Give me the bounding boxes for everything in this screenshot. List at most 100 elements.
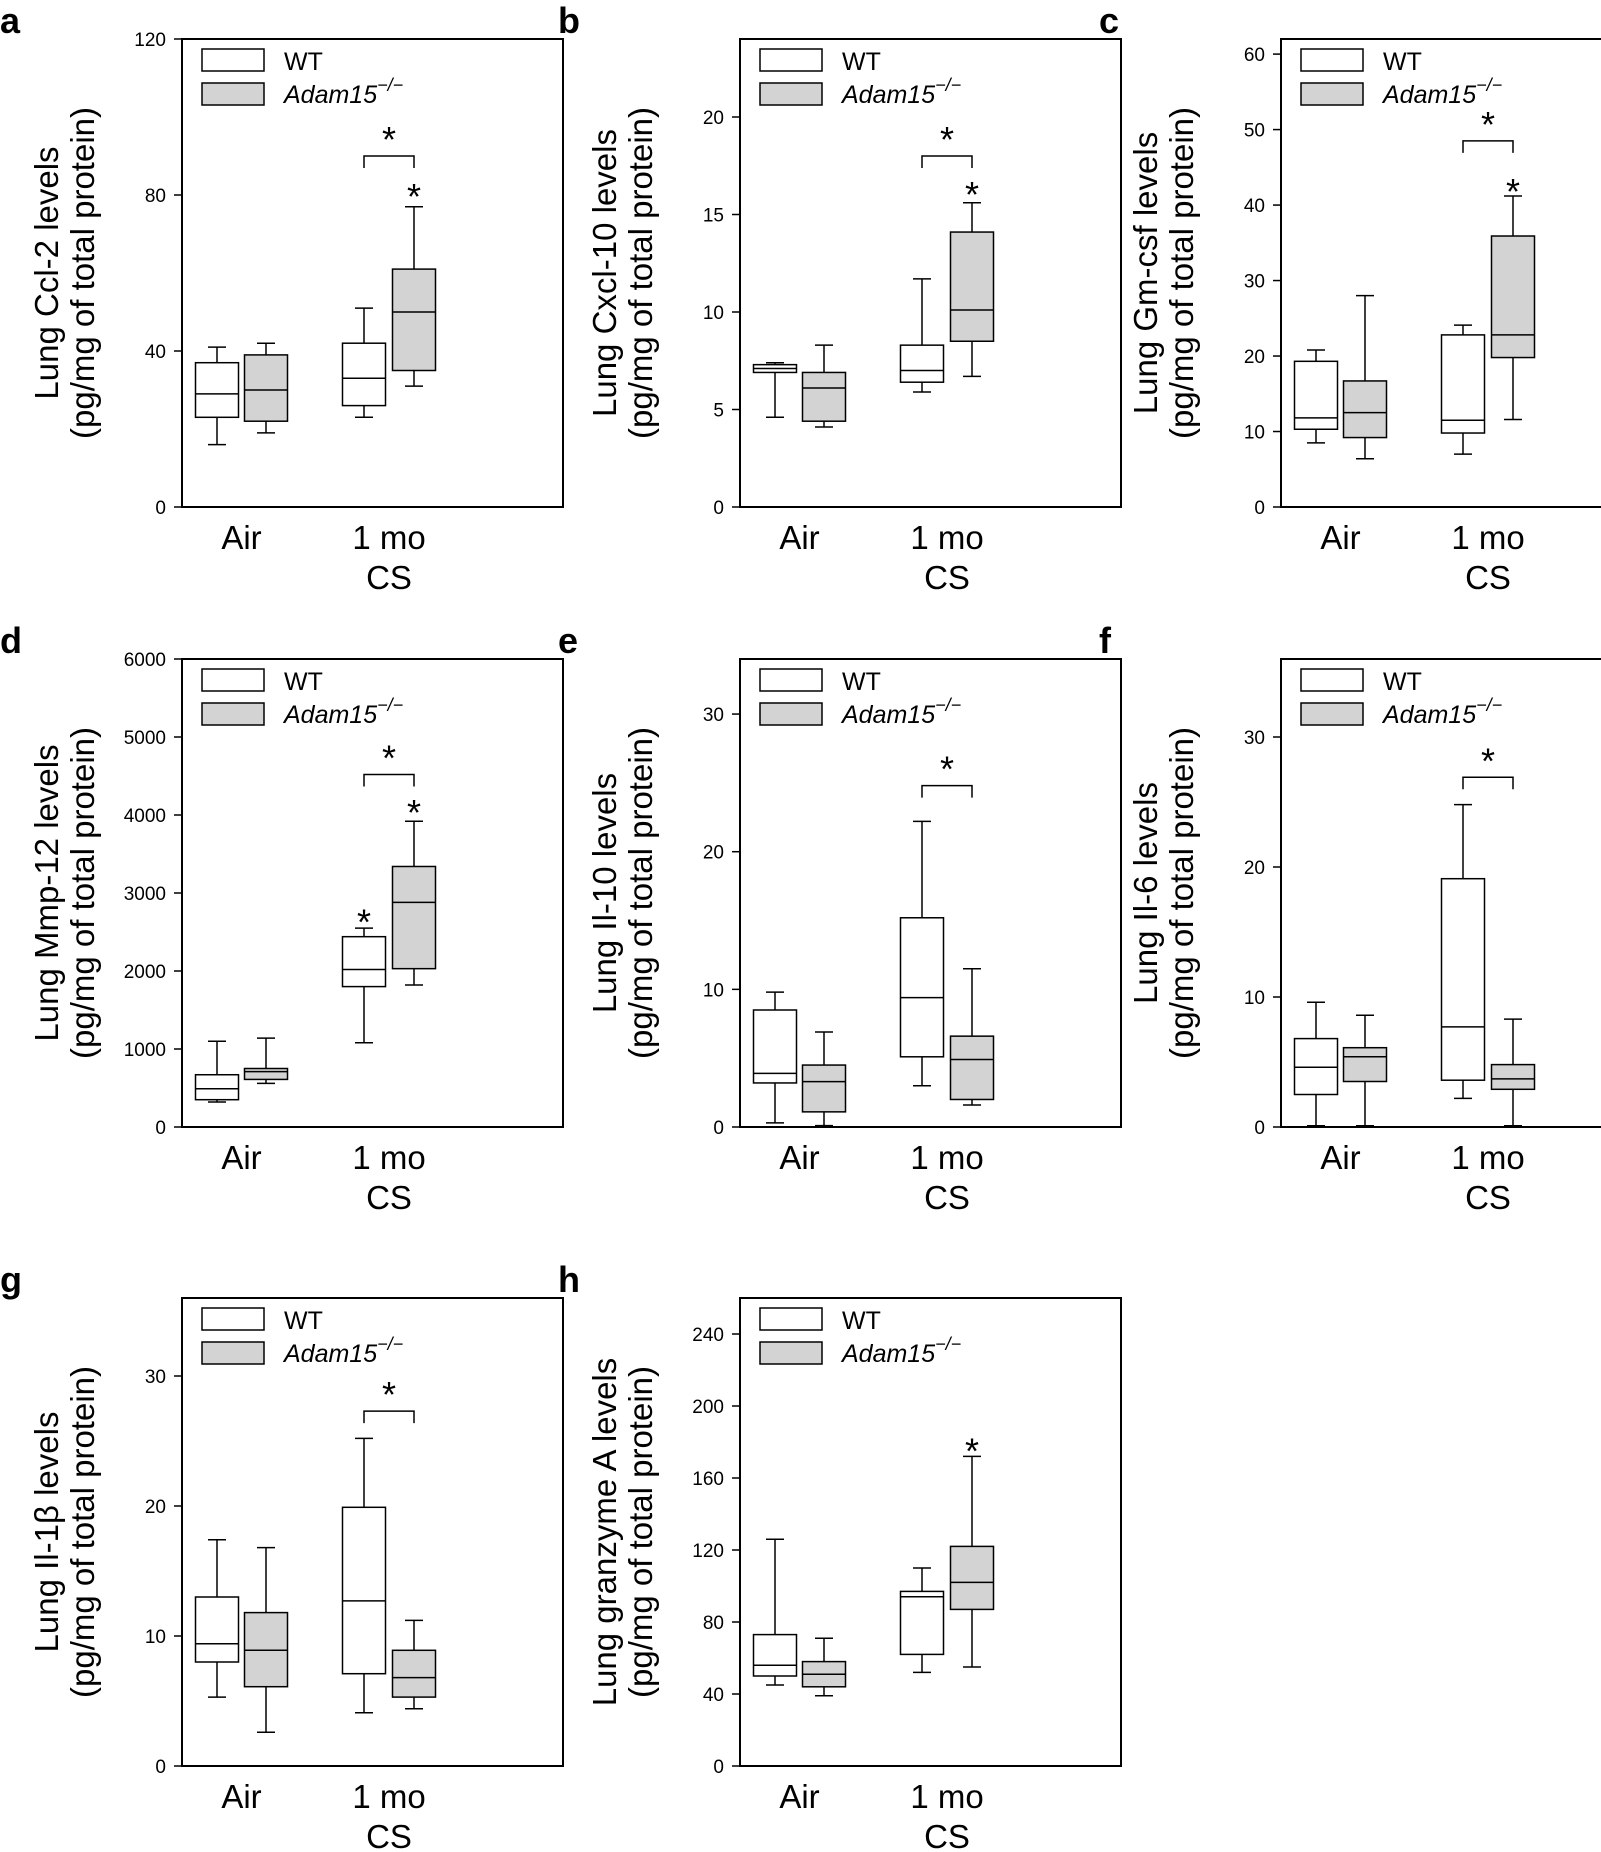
legend-label-wt: WT (842, 668, 881, 696)
y-tick-label: 0 (713, 1118, 724, 1139)
significance-bracket (363, 155, 415, 168)
plot-frame (739, 658, 1122, 1128)
y-tick-label: 10 (703, 303, 724, 324)
x-category-label: 1 mo (910, 1778, 983, 1815)
box-ko-cs (949, 202, 995, 378)
significance-star: * (1481, 104, 1495, 145)
box-iqr (1293, 360, 1339, 431)
significance-star: * (407, 792, 421, 833)
y-tick-label: 40 (1244, 196, 1265, 217)
significance-star: * (382, 119, 396, 160)
y-tick-label: 30 (145, 1367, 166, 1388)
x-category-label: CS (924, 559, 970, 596)
y-tick-label: 20 (145, 1497, 166, 1518)
y-tick-label: 10 (145, 1627, 166, 1648)
box-iqr (243, 354, 289, 422)
panel-letter: c (1099, 0, 1119, 41)
box-wt-cs (1440, 803, 1486, 1100)
y-tick-label: 80 (145, 186, 166, 207)
panel-letter: h (558, 1259, 580, 1300)
legend-label-ko-superscript: −/− (1476, 75, 1502, 95)
box-ko-air (801, 344, 847, 428)
box-iqr (1490, 1063, 1536, 1091)
box-iqr (752, 1633, 798, 1677)
y-tick-label: 0 (1254, 1118, 1265, 1139)
y-tick-label: 5 (713, 401, 724, 422)
box-wt-cs (341, 927, 387, 1044)
y-axis-label-unit: (pg/mg of total protein) (622, 107, 659, 439)
legend-swatch-ko (201, 82, 265, 106)
plot-frame (1280, 658, 1601, 1128)
y-tick-label: 40 (145, 342, 166, 363)
legend-label-ko-superscript: −/− (935, 695, 961, 715)
box-ko-air (1342, 1014, 1388, 1127)
legend-label-ko-base: Adam15 (1381, 81, 1476, 109)
panel-letter: g (0, 1259, 22, 1300)
significance-star: * (940, 119, 954, 160)
y-axis-label: Lung Il-10 levels (586, 773, 623, 1013)
y-axis-label: Lung Il-6 levels (1127, 782, 1164, 1004)
x-category-label: 1 mo (1451, 519, 1524, 556)
box-wt-air (752, 1538, 798, 1686)
box-wt-cs (899, 820, 945, 1087)
legend-label-ko-superscript: −/− (377, 1334, 403, 1354)
legend-swatch-ko (1300, 82, 1364, 106)
box-ko-air (243, 1037, 289, 1085)
y-axis-label: Lung Gm-csf levels (1127, 132, 1164, 414)
y-tick-label: 40 (703, 1685, 724, 1706)
legend-label-ko: Adam15−/− (1381, 75, 1502, 109)
legend-swatch-wt (201, 668, 265, 692)
box-iqr (341, 1506, 387, 1675)
y-tick-label: 6000 (124, 650, 166, 671)
box-iqr (1342, 380, 1388, 439)
significance-bracket (921, 155, 973, 168)
y-tick-label: 1000 (124, 1040, 166, 1061)
box-iqr (949, 1545, 995, 1611)
box-iqr (243, 1067, 289, 1081)
y-axis-label-unit: (pg/mg of total protein) (1163, 107, 1200, 439)
box-wt-air (194, 346, 240, 446)
y-tick-label: 15 (703, 206, 724, 227)
x-category-label: 1 mo (1451, 1139, 1524, 1176)
significance-bracket (363, 1410, 415, 1424)
legend-swatch-ko (759, 702, 823, 726)
legend-swatch-wt (201, 1307, 265, 1331)
significance-star: * (357, 901, 371, 942)
legend-label-ko: Adam15−/− (282, 75, 403, 109)
panel-d: d 0 1000 2000 3000 4000 5000 6000 Lung Mmp-12 le… (0, 620, 564, 1216)
y-tick-label: 20 (703, 843, 724, 864)
y-tick-label: 30 (1244, 728, 1265, 749)
y-axis-label-unit: (pg/mg of total protein) (1163, 727, 1200, 1059)
box-iqr (391, 865, 437, 970)
y-tick-label: 160 (692, 1469, 724, 1490)
legend-label-ko-superscript: −/− (377, 75, 403, 95)
x-category-label: Air (779, 1778, 819, 1815)
x-category-label: 1 mo (352, 519, 425, 556)
box-iqr (341, 342, 387, 407)
box-wt-cs (899, 278, 945, 393)
panel-h: h 0 40 80 120 160 200 240 Lung granzyme A levels… (558, 1259, 1122, 1852)
box-ko-air (243, 1546, 289, 1733)
y-tick-label: 30 (1244, 272, 1265, 293)
y-tick-label: 0 (713, 498, 724, 519)
x-category-label: Air (221, 1778, 261, 1815)
significance-star: * (382, 1374, 396, 1415)
box-iqr (949, 231, 995, 342)
box-wt-air (752, 361, 798, 419)
legend-label-wt: WT (284, 1307, 323, 1335)
box-iqr (899, 344, 945, 383)
box-ko-cs (391, 1619, 437, 1710)
legend-swatch-wt (759, 48, 823, 72)
box-iqr (1440, 877, 1486, 1081)
significance-bracket (1462, 776, 1514, 790)
box-wt-cs (341, 1437, 387, 1714)
legend-label-wt: WT (842, 48, 881, 76)
panel-letter: b (558, 0, 580, 41)
significance-star: * (1481, 740, 1495, 781)
